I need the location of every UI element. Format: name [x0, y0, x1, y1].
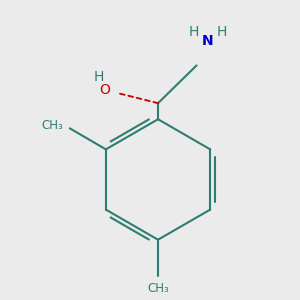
Text: H: H [217, 25, 227, 39]
Text: CH₃: CH₃ [42, 118, 63, 132]
Text: O: O [100, 82, 110, 97]
Text: CH₃: CH₃ [147, 282, 169, 295]
Text: N: N [202, 34, 214, 48]
Text: H: H [188, 25, 199, 39]
Text: H: H [93, 70, 104, 84]
